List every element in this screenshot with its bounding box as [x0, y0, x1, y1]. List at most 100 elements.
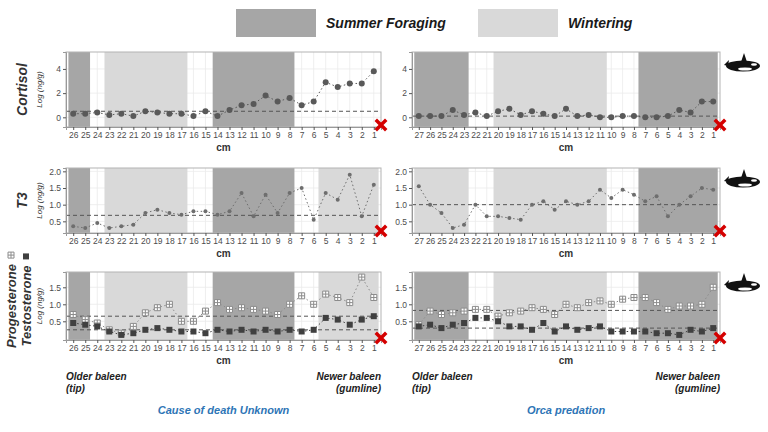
data-point [529, 305, 535, 311]
tick-label: 22 [471, 343, 481, 353]
data-point [574, 113, 580, 119]
tick-label: 10 [261, 130, 271, 140]
tick: 2 [360, 127, 365, 140]
tick: 0.5 [49, 217, 66, 227]
tick-label: 17 [177, 343, 187, 353]
tick-label: 15 [550, 130, 560, 140]
data-point [130, 330, 136, 336]
plot-frame [412, 272, 720, 340]
data-point [699, 99, 705, 105]
tick-mark [409, 171, 412, 172]
tick: 2 [360, 340, 365, 353]
axis: 0.51.01.52.0 [49, 167, 66, 234]
season-region [213, 168, 295, 233]
axis: 0.51.01.52.0 [395, 167, 412, 234]
tick-label: 10 [607, 343, 617, 353]
tick-label: 26 [426, 130, 436, 140]
tick-mark [409, 221, 412, 222]
tick-label: 16 [539, 343, 549, 353]
grid-line [349, 52, 350, 127]
axis-subtitle: Log (ng/g) [35, 287, 44, 324]
data-point [564, 199, 568, 203]
plot-background [66, 168, 381, 233]
tick: 26 [426, 127, 436, 140]
tick-label: 14 [562, 130, 572, 140]
tick: 17 [528, 127, 538, 140]
data-point [251, 101, 257, 107]
season-region [104, 52, 187, 127]
tick-label: 11 [596, 236, 605, 246]
tick-label: 23 [105, 236, 115, 246]
series-line [73, 71, 374, 116]
data-point [665, 330, 671, 336]
tick-label: 8 [632, 343, 637, 353]
axis: 024 [56, 53, 66, 128]
tick-label: 26 [69, 343, 79, 353]
tick: 10 [261, 233, 271, 246]
tick: 8 [288, 340, 293, 353]
tick-label: 24 [449, 130, 459, 140]
data-point [620, 329, 626, 335]
tick: 25 [81, 233, 91, 246]
data-point [484, 113, 490, 119]
tick-label: 21 [129, 130, 139, 140]
data-point [263, 327, 269, 333]
data-point [450, 322, 456, 328]
data-point [83, 226, 87, 230]
reference-line [412, 204, 720, 205]
tick: 1.5 [395, 183, 412, 193]
tick-label: 4 [336, 130, 341, 140]
tick: 5 [666, 233, 671, 246]
data-point [563, 106, 569, 112]
tick-label: 12 [584, 130, 594, 140]
axis-line [63, 169, 67, 234]
data-point [472, 306, 478, 312]
data-point [107, 226, 111, 230]
tick-label: 24 [93, 343, 103, 353]
tick: 2 [56, 88, 66, 98]
data-point [688, 327, 694, 333]
plot-area [412, 52, 720, 127]
plot-background [66, 52, 381, 127]
tick: 14 [562, 233, 572, 246]
tick: 7 [300, 233, 305, 246]
tick-label: 6 [312, 130, 317, 140]
data-point [347, 322, 353, 328]
plot-area [412, 168, 720, 233]
data-point [608, 329, 614, 335]
tick-mark [63, 304, 66, 305]
axis-title: T3 [14, 192, 30, 209]
tick: 8 [632, 233, 637, 246]
data-point [312, 218, 316, 222]
series-line [419, 186, 713, 228]
data-point [252, 214, 256, 218]
tick-label: 26 [426, 343, 436, 353]
reference-line [412, 310, 720, 311]
tick: 19 [505, 340, 515, 353]
tick: 17 [528, 233, 538, 246]
tick: 2 [700, 127, 705, 140]
data-point [631, 295, 637, 301]
data-point [540, 306, 546, 312]
caption: Cause of death Unknown [158, 404, 290, 416]
tick: 0.5 [49, 317, 66, 327]
data-point [214, 113, 220, 119]
tick-label: 1.5 [49, 183, 61, 193]
tick-label: 0.5 [49, 217, 61, 227]
tick: 25 [437, 127, 447, 140]
tick-label: 23 [105, 343, 115, 353]
tick-label: 24 [449, 343, 459, 353]
tick-label: 10 [261, 343, 271, 353]
data-point [676, 332, 682, 338]
data-point [643, 199, 647, 203]
data-point [608, 114, 614, 120]
tick-label: 4 [56, 64, 61, 74]
data-point [359, 80, 365, 86]
tick: 18 [516, 233, 526, 246]
grid-line [301, 168, 302, 233]
tick: 24 [93, 340, 103, 353]
tick-label: 23 [460, 236, 470, 246]
axis: 024 [402, 53, 412, 128]
data-point [287, 301, 293, 307]
data-point [264, 193, 268, 197]
